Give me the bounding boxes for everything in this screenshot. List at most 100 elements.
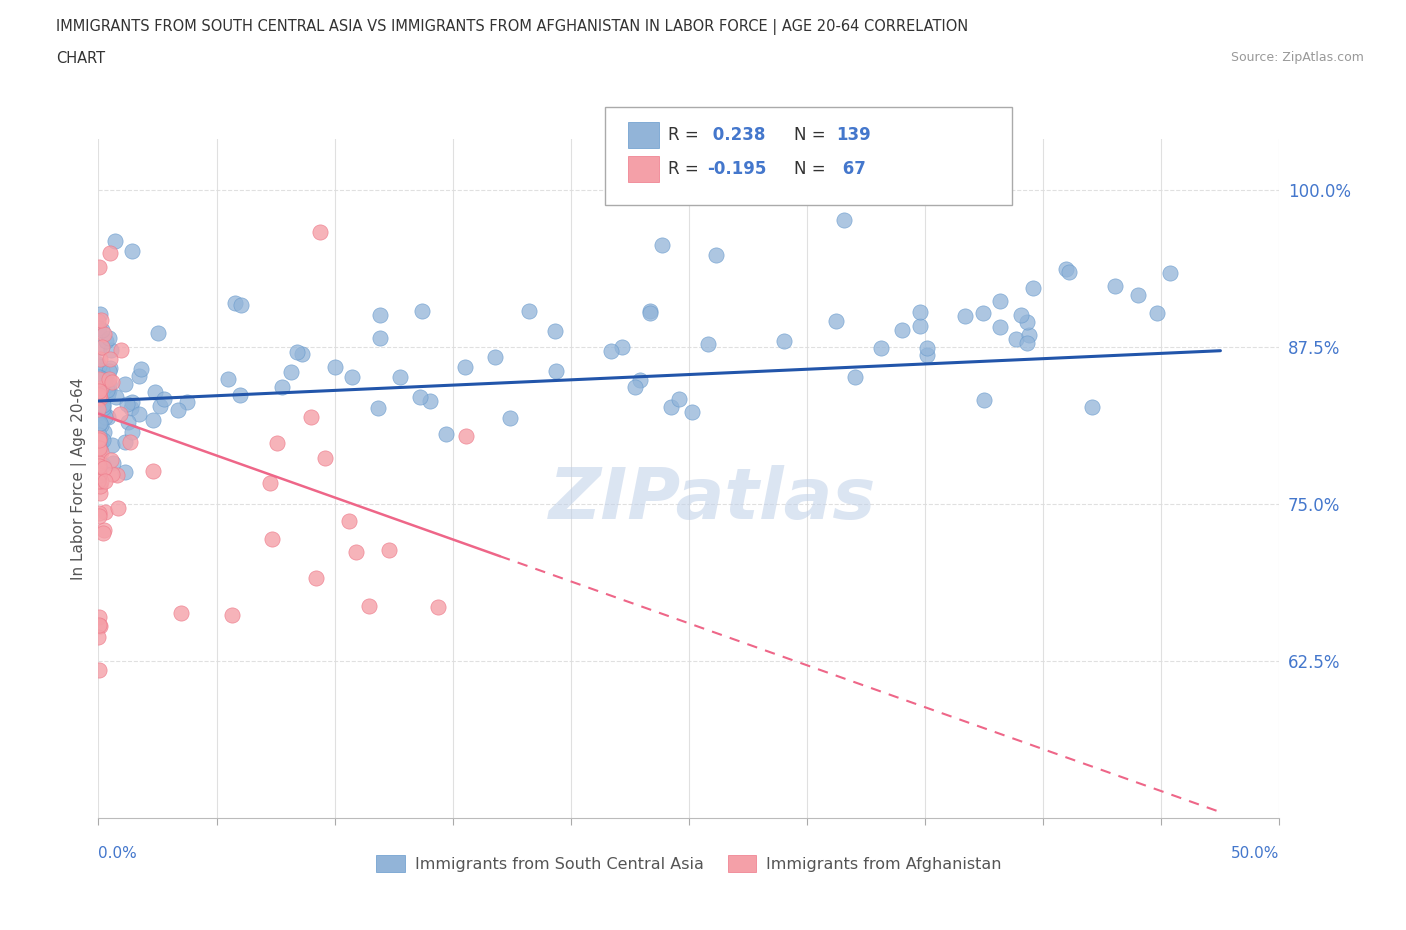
- Point: [1159, 265, 1181, 280]
- Point: [1005, 331, 1028, 346]
- Point: [1128, 287, 1150, 302]
- Point: [87, 441, 110, 456]
- Point: [114, 377, 136, 392]
- Point: [96, 382, 118, 397]
- Point: [988, 293, 1011, 308]
- Point: [98, 361, 121, 376]
- Point: [266, 435, 288, 450]
- Point: [640, 306, 662, 321]
- Point: [419, 393, 441, 408]
- Point: [87, 630, 110, 644]
- Point: [98, 377, 121, 392]
- Point: [87, 472, 110, 486]
- Point: [142, 412, 165, 427]
- Point: [94, 474, 117, 489]
- Point: [91, 372, 114, 387]
- Point: [87, 405, 110, 420]
- Point: [1022, 280, 1045, 295]
- Point: [87, 428, 110, 443]
- Point: [97, 330, 120, 345]
- Text: Source: ZipAtlas.com: Source: ZipAtlas.com: [1230, 51, 1364, 64]
- Point: [668, 392, 690, 407]
- Point: [121, 244, 143, 259]
- Point: [291, 347, 314, 362]
- Point: [498, 411, 520, 426]
- Text: IMMIGRANTS FROM SOUTH CENTRAL ASIA VS IMMIGRANTS FROM AFGHANISTAN IN LABOR FORCE: IMMIGRANTS FROM SOUTH CENTRAL ASIA VS IM…: [56, 19, 969, 34]
- Point: [87, 417, 110, 432]
- Point: [108, 407, 131, 422]
- Point: [91, 432, 114, 447]
- Point: [93, 375, 115, 390]
- Point: [915, 347, 938, 362]
- Point: [91, 458, 114, 472]
- Point: [89, 307, 111, 322]
- Point: [100, 452, 122, 467]
- Point: [100, 342, 122, 357]
- Point: [87, 433, 110, 448]
- Point: [91, 398, 114, 413]
- Legend: Immigrants from South Central Asia, Immigrants from Afghanistan: Immigrants from South Central Asia, Immi…: [370, 848, 1008, 878]
- Point: [87, 469, 110, 484]
- Point: [107, 501, 129, 516]
- Point: [87, 662, 110, 677]
- Point: [681, 405, 703, 419]
- Point: [1059, 264, 1081, 279]
- Point: [87, 506, 110, 521]
- Point: [97, 386, 120, 401]
- Point: [436, 427, 458, 442]
- Point: [94, 374, 117, 389]
- Point: [93, 425, 115, 440]
- Point: [94, 334, 117, 349]
- Point: [224, 296, 246, 311]
- Point: [378, 542, 401, 557]
- Point: [87, 260, 110, 275]
- Point: [87, 434, 110, 449]
- Point: [91, 323, 114, 338]
- Point: [87, 402, 110, 417]
- Point: [91, 404, 114, 418]
- Text: ZIPatlas: ZIPatlas: [548, 465, 876, 534]
- Point: [105, 390, 128, 405]
- Point: [87, 431, 110, 445]
- Point: [101, 467, 124, 482]
- Point: [87, 474, 110, 489]
- Point: [91, 526, 114, 541]
- Point: [988, 320, 1011, 335]
- Point: [890, 322, 912, 337]
- Point: [87, 509, 110, 524]
- Point: [259, 476, 281, 491]
- Point: [87, 446, 110, 461]
- Point: [89, 442, 111, 457]
- Point: [344, 545, 367, 560]
- Point: [97, 382, 120, 397]
- Point: [638, 303, 661, 318]
- Point: [972, 305, 994, 320]
- Point: [90, 380, 112, 395]
- Point: [844, 370, 866, 385]
- Point: [308, 224, 330, 239]
- Point: [120, 401, 142, 416]
- Point: [89, 478, 111, 493]
- Point: [128, 406, 150, 421]
- Text: N =: N =: [794, 126, 831, 144]
- Text: R =: R =: [668, 160, 704, 179]
- Point: [367, 401, 389, 416]
- Point: [90, 433, 112, 448]
- Point: [93, 327, 115, 342]
- Point: [107, 468, 129, 483]
- Point: [90, 312, 112, 327]
- Point: [89, 376, 111, 391]
- Point: [221, 607, 243, 622]
- Text: N =: N =: [794, 160, 831, 179]
- Point: [87, 356, 110, 371]
- Point: [544, 364, 567, 379]
- Point: [697, 337, 720, 352]
- Point: [915, 340, 938, 355]
- Point: [357, 599, 380, 614]
- Point: [129, 362, 152, 377]
- Point: [87, 387, 110, 402]
- Point: [89, 458, 111, 473]
- Point: [90, 378, 112, 392]
- Point: [1104, 278, 1126, 293]
- Point: [93, 401, 115, 416]
